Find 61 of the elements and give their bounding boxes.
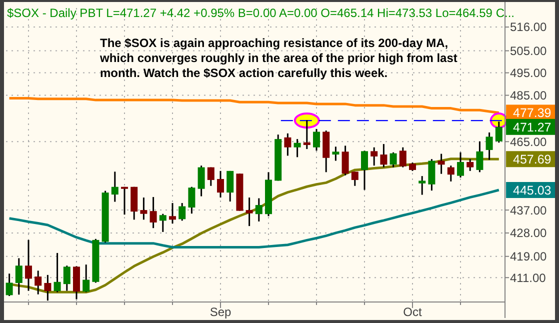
y-tick-label: 505.00 — [510, 44, 548, 58]
candlestick — [303, 119, 310, 150]
candlestick — [226, 170, 234, 202]
candlestick — [159, 213, 166, 233]
candlestick — [380, 143, 388, 168]
candlestick — [44, 274, 52, 302]
candlestick — [486, 132, 493, 161]
candlestick — [457, 152, 464, 178]
candlestick — [294, 138, 301, 158]
y-tick-label: 411.00 — [510, 270, 546, 285]
candlestick — [246, 196, 253, 227]
candlestick — [25, 239, 32, 292]
candlestick — [140, 196, 148, 220]
candlestick — [370, 146, 378, 166]
data-label: 445.03 — [513, 184, 552, 198]
candlestick — [63, 264, 70, 292]
candlestick — [54, 252, 61, 293]
candlestick — [217, 170, 224, 198]
candlestick — [178, 202, 186, 222]
candlestick — [351, 170, 358, 187]
candlestick — [361, 150, 368, 191]
candlestick — [207, 166, 214, 187]
candlestick — [188, 186, 196, 214]
candlestick — [121, 186, 128, 216]
chart-title: $SOX - Daily PBT L=471.27 +4.42 +0.95% B=0.00 A=0.00 O=465.14 Hi=473.53 Lo=464.59 C... — [7, 6, 514, 20]
x-tick-label: Oct — [403, 305, 422, 319]
data-label: 477.39 — [513, 106, 552, 120]
candlestick — [111, 170, 118, 203]
candlestick — [332, 146, 340, 162]
candlestick — [342, 144, 349, 176]
candlestick — [418, 175, 426, 196]
candlestick — [15, 257, 22, 296]
annotation: The $SOX is again approaching resistance of its 200-day MA, which converges roughly in the area of the prior high from last month. Watch the $SOX action carefully this week. — [99, 36, 458, 80]
x-tick-label: Sep — [210, 305, 232, 319]
candlestick — [255, 198, 262, 222]
candlestick — [495, 120, 502, 144]
y-tick-label: 465.00 — [510, 134, 548, 149]
candlestick — [34, 270, 42, 296]
candlestick — [198, 164, 205, 198]
candlestick — [428, 158, 436, 192]
candlestick — [438, 153, 445, 175]
candlestick — [284, 132, 292, 156]
candlestick — [6, 272, 13, 297]
y-tick-label: 516.00 — [510, 20, 548, 34]
candlestick — [390, 152, 397, 168]
y-tick-label: 437.00 — [510, 203, 548, 218]
candlestick — [169, 202, 176, 224]
candlestick — [82, 264, 90, 293]
candlestick — [313, 128, 320, 152]
y-tick-label: 419.00 — [510, 250, 548, 264]
candlestick — [150, 196, 157, 229]
candlestick — [447, 164, 454, 182]
line-series — [8, 188, 500, 248]
candlestick — [399, 146, 406, 168]
y-tick-label: 485.00 — [510, 88, 548, 102]
y-tick-label: 495.00 — [510, 66, 548, 80]
data-label: 457.69 — [513, 152, 552, 167]
candlestick — [466, 158, 474, 172]
candlestick — [476, 140, 484, 173]
text: 471.27 — [513, 120, 552, 134]
y-tick-label: 428.00 — [510, 226, 548, 240]
